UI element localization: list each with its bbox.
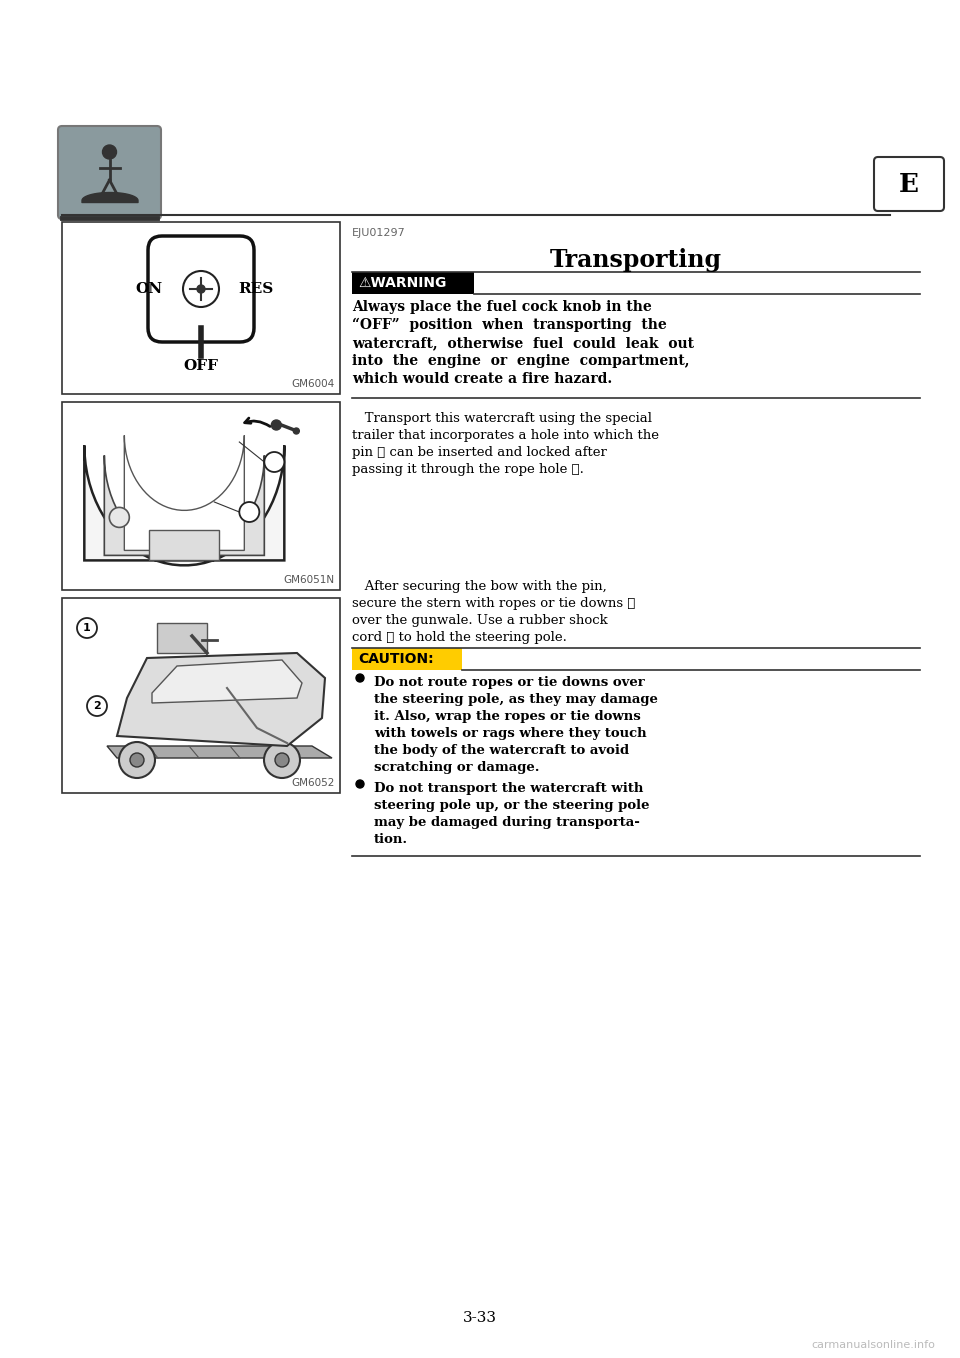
Bar [352,272,474,293]
Text: which would create a fire hazard.: which would create a fire hazard. [352,372,612,386]
Text: After securing the bow with the pin,: After securing the bow with the pin, [352,580,607,593]
Circle shape [275,752,289,767]
Text: CAUTION:: CAUTION: [358,652,434,665]
Text: “OFF”  position  when  transporting  the: “OFF” position when transporting the [352,318,667,333]
Polygon shape [105,455,264,555]
Circle shape [119,741,155,778]
Text: the body of the watercraft to avoid: the body of the watercraft to avoid [374,744,629,756]
Text: RES: RES [238,282,274,296]
Text: Transporting: Transporting [550,249,722,272]
Polygon shape [152,660,302,703]
Text: scratching or damage.: scratching or damage. [374,760,540,774]
Text: 2: 2 [246,507,253,517]
Text: cord ① to hold the steering pole.: cord ① to hold the steering pole. [352,631,566,644]
Circle shape [272,420,281,430]
Text: pin ① can be inserted and locked after: pin ① can be inserted and locked after [352,445,607,459]
FancyBboxPatch shape [58,126,161,219]
Circle shape [264,452,284,473]
Circle shape [77,618,97,638]
Text: with towels or rags where they touch: with towels or rags where they touch [374,727,647,740]
Text: steering pole up, or the steering pole: steering pole up, or the steering pole [374,799,650,812]
FancyBboxPatch shape [874,158,944,210]
Polygon shape [84,445,284,565]
Text: ON: ON [135,282,162,296]
Circle shape [356,779,364,788]
Bar [62,221,340,394]
Polygon shape [107,746,332,758]
Text: EJU01297: EJU01297 [352,228,406,238]
Text: trailer that incorporates a hole into which the: trailer that incorporates a hole into wh… [352,429,659,441]
Text: GM6004: GM6004 [292,379,335,388]
Bar [157,623,207,653]
Text: GM6052: GM6052 [292,778,335,788]
Circle shape [130,752,144,767]
Bar [62,598,340,793]
FancyBboxPatch shape [148,236,254,342]
Text: Do not transport the watercraft with: Do not transport the watercraft with [374,782,643,794]
Circle shape [294,428,300,435]
Circle shape [103,145,116,159]
Text: Transport this watercraft using the special: Transport this watercraft using the spec… [352,411,652,425]
Polygon shape [125,436,244,550]
Text: 1: 1 [271,458,278,467]
Text: carmanualsonline.info: carmanualsonline.info [811,1340,935,1350]
Text: secure the stern with ropes or tie downs ②: secure the stern with ropes or tie downs… [352,598,636,610]
Text: passing it through the rope hole ②.: passing it through the rope hole ②. [352,463,584,477]
Text: it. Also, wrap the ropes or tie downs: it. Also, wrap the ropes or tie downs [374,710,640,722]
Polygon shape [117,653,325,746]
Text: watercraft,  otherwise  fuel  could  leak  out: watercraft, otherwise fuel could leak ou… [352,335,694,350]
Text: ⚠WARNING: ⚠WARNING [358,276,446,291]
Bar [150,531,219,561]
Text: 3-33: 3-33 [463,1310,497,1325]
Text: E: E [899,172,919,197]
Text: the steering pole, as they may damage: the steering pole, as they may damage [374,693,658,706]
Text: 1: 1 [84,623,91,633]
Text: 2: 2 [93,701,101,712]
Text: into  the  engine  or  engine  compartment,: into the engine or engine compartment, [352,354,689,368]
Text: may be damaged during transporta-: may be damaged during transporta- [374,816,640,828]
Circle shape [87,697,107,716]
Text: over the gunwale. Use a rubber shock: over the gunwale. Use a rubber shock [352,614,608,627]
Text: Do not route ropes or tie downs over: Do not route ropes or tie downs over [374,676,645,689]
Circle shape [356,674,364,682]
Circle shape [264,741,300,778]
Text: GM6051N: GM6051N [284,574,335,585]
Bar [62,402,340,589]
Text: tion.: tion. [374,832,408,846]
Text: Always place the fuel cock knob in the: Always place the fuel cock knob in the [352,300,652,314]
Circle shape [109,508,130,527]
Circle shape [239,502,259,521]
Circle shape [183,272,219,307]
Text: OFF: OFF [183,359,219,373]
Circle shape [197,285,205,293]
Bar [352,648,462,669]
